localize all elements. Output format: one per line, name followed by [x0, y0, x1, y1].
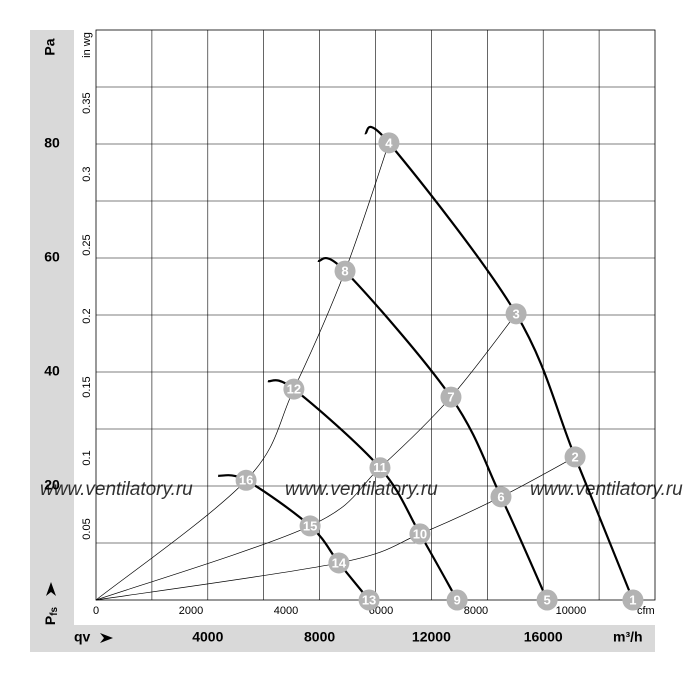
point-label: 11	[373, 460, 387, 475]
bottom-band	[30, 625, 655, 652]
point-label: 4	[385, 135, 393, 150]
y2-axis-label: in wg	[81, 32, 93, 58]
point-label: 16	[239, 473, 253, 488]
x-tick-label: 4000	[192, 629, 223, 645]
point-label: 3	[512, 306, 519, 321]
pressure-label: Pfs	[42, 606, 60, 625]
point-label: 2	[571, 449, 578, 464]
x-axis-label: qv	[74, 629, 91, 645]
x-unit-label: m³/h	[613, 629, 643, 645]
x2-tick-label: 0	[93, 605, 99, 617]
operating-point	[334, 260, 356, 282]
x-tick-label: 12000	[412, 629, 451, 645]
watermark: www.ventilatory.ru	[530, 479, 683, 500]
y2-tick-label: 0.05	[81, 518, 93, 539]
operating-point	[378, 132, 400, 154]
y-tick-label: 80	[44, 135, 60, 151]
y2-tick-label: 0.3	[81, 166, 93, 181]
operating-point	[490, 486, 512, 508]
y2-tick-label: 0.25	[81, 234, 93, 255]
point-label: 14	[332, 555, 347, 570]
operating-point	[283, 378, 305, 400]
y-tick-label: 40	[44, 363, 60, 379]
point-label: 13	[362, 592, 376, 607]
point-label: 8	[341, 264, 348, 279]
x2-unit-label: cfm	[637, 605, 655, 617]
y2-tick-label: 0.35	[81, 92, 93, 113]
point-label: 15	[303, 518, 317, 533]
operating-point	[328, 552, 350, 574]
left-band	[30, 30, 74, 652]
y2-tick-label: 0.1	[81, 450, 93, 465]
operating-point	[440, 386, 462, 408]
operating-point	[505, 303, 527, 325]
flow-arrow	[100, 633, 113, 643]
point-label: 6	[497, 489, 504, 504]
operating-point	[358, 589, 380, 611]
watermark: www.ventilatory.ru	[40, 479, 193, 500]
operating-point	[536, 589, 558, 611]
point-label: 7	[447, 390, 454, 405]
x2-tick-label: 8000	[464, 605, 488, 617]
y-tick-label: 60	[44, 249, 60, 265]
operating-point	[235, 469, 257, 491]
y-tick-label: 20	[44, 477, 60, 493]
y2-tick-label: 0.15	[81, 376, 93, 397]
pressure-subscript: fs	[49, 606, 60, 615]
point-label: 10	[413, 526, 427, 541]
operating-point	[622, 589, 644, 611]
operating-point	[409, 523, 431, 545]
system-curve	[95, 456, 576, 601]
x2-tick-label: 4000	[274, 605, 298, 617]
x-tick-label: 16000	[524, 629, 563, 645]
y-axis-label: Pa	[42, 38, 58, 55]
point-label: 5	[543, 592, 550, 607]
operating-point	[299, 515, 321, 537]
point-label: 9	[453, 592, 460, 607]
point-label: 12	[287, 382, 301, 397]
operating-point	[564, 446, 586, 468]
watermark: www.ventilatory.ru	[285, 479, 438, 500]
x2-tick-label: 10000	[556, 605, 587, 617]
operating-point	[446, 589, 468, 611]
y2-tick-label: 0.2	[81, 308, 93, 323]
pressure-symbol: P	[42, 616, 58, 625]
x2-tick-label: 2000	[179, 605, 203, 617]
operating-point	[369, 457, 391, 479]
x-tick-label: 8000	[304, 629, 335, 645]
point-label: 1	[629, 592, 636, 607]
pressure-arrow	[46, 582, 56, 596]
